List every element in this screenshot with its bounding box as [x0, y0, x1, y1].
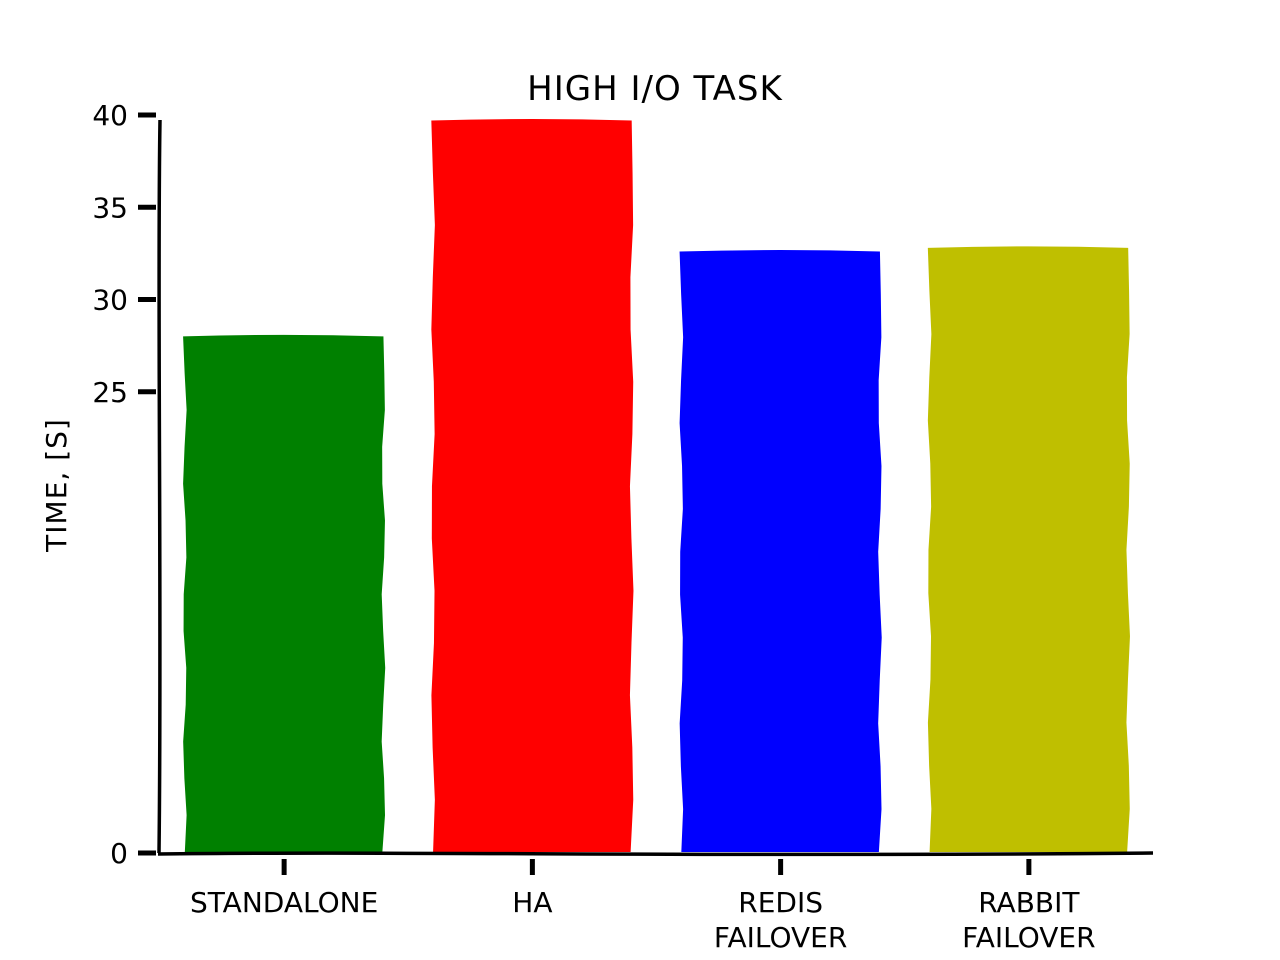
y-tick-label: 25 — [92, 376, 128, 409]
x-tick-label: HA — [512, 886, 552, 919]
y-tick-label: 0 — [110, 837, 128, 870]
x-tick-label: failover — [714, 921, 847, 954]
x-axis-line — [157, 851, 1154, 857]
y-tick-label: 35 — [92, 191, 128, 224]
x-tick-label: Standalone — [190, 886, 378, 919]
bar — [431, 119, 634, 852]
y-tick-label: 40 — [92, 99, 128, 132]
y-tick-label: 30 — [92, 284, 128, 317]
y-ticks-group: 0 25 30 35 40 — [92, 99, 156, 870]
bar — [679, 250, 882, 852]
bar — [927, 246, 1130, 853]
bars-group — [183, 119, 1130, 853]
chart-title: High I/O task — [527, 69, 783, 109]
x-tick-label: Redis — [738, 886, 823, 919]
x-tick-label: failover — [962, 921, 1095, 954]
x-tick-label: Rabbit — [978, 886, 1080, 919]
bar — [183, 334, 386, 852]
y-axis-label: Time, [s] — [40, 418, 73, 553]
x-ticks-group: Standalone HA RedisfailoverRabbitfailover — [190, 859, 1096, 954]
y-axis-line — [157, 119, 162, 854]
